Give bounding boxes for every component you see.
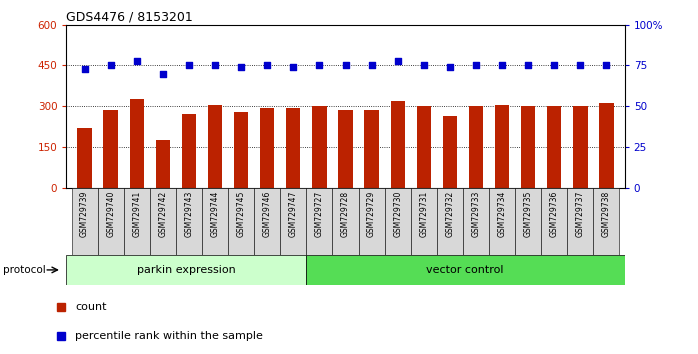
Point [184, 63, 195, 68]
Point [549, 63, 560, 68]
Bar [547, 106, 561, 188]
Text: GSM729743: GSM729743 [184, 191, 193, 238]
Point [262, 63, 273, 68]
Point [288, 64, 299, 70]
Bar [489, 188, 515, 255]
Bar [181, 114, 196, 188]
Point [366, 63, 377, 68]
Text: GSM729738: GSM729738 [602, 191, 611, 237]
Bar [176, 188, 202, 255]
Text: GSM729745: GSM729745 [237, 191, 246, 238]
Text: GSM729730: GSM729730 [393, 191, 402, 238]
Point [79, 66, 90, 72]
Bar [202, 188, 228, 255]
Bar [71, 188, 98, 255]
Text: GSM729746: GSM729746 [262, 191, 272, 238]
Bar [306, 188, 332, 255]
Bar [286, 108, 301, 188]
Point [574, 63, 586, 68]
Point [445, 64, 456, 70]
Text: GSM729744: GSM729744 [211, 191, 220, 238]
Bar [339, 110, 352, 188]
Point [523, 63, 534, 68]
Text: GSM729737: GSM729737 [576, 191, 585, 238]
Bar [208, 105, 222, 188]
Point [470, 63, 482, 68]
Point [601, 63, 612, 68]
Point [157, 71, 168, 76]
Text: GSM729741: GSM729741 [132, 191, 141, 237]
Point [418, 63, 429, 68]
Bar [312, 106, 327, 188]
Point [392, 58, 403, 63]
Text: GSM729728: GSM729728 [341, 191, 350, 237]
Text: vector control: vector control [426, 265, 504, 275]
Bar [437, 188, 463, 255]
Text: GSM729742: GSM729742 [158, 191, 168, 237]
Text: percentile rank within the sample: percentile rank within the sample [75, 331, 263, 341]
Text: GSM729736: GSM729736 [550, 191, 559, 238]
Bar [443, 116, 457, 188]
Point [105, 63, 117, 68]
Bar [521, 106, 535, 188]
Text: GSM729735: GSM729735 [524, 191, 533, 238]
Text: GSM729732: GSM729732 [445, 191, 454, 237]
Point [235, 64, 246, 70]
Bar [359, 188, 385, 255]
Text: count: count [75, 302, 107, 312]
Bar [541, 188, 567, 255]
Text: GSM729740: GSM729740 [106, 191, 115, 238]
Bar [281, 188, 306, 255]
Text: parkin expression: parkin expression [137, 265, 235, 275]
Bar [390, 101, 405, 188]
Text: GSM729731: GSM729731 [419, 191, 429, 237]
Text: GSM729733: GSM729733 [471, 191, 480, 238]
Text: GSM729727: GSM729727 [315, 191, 324, 237]
Bar [306, 255, 625, 285]
Bar [234, 112, 248, 188]
Bar [567, 188, 593, 255]
Bar [332, 188, 359, 255]
Bar [77, 128, 91, 188]
Bar [573, 106, 588, 188]
Point [314, 63, 325, 68]
Text: protocol: protocol [3, 265, 46, 275]
Bar [254, 188, 281, 255]
Bar [385, 188, 410, 255]
Bar [463, 188, 489, 255]
Text: GDS4476 / 8153201: GDS4476 / 8153201 [66, 11, 193, 24]
Bar [260, 108, 274, 188]
Text: GSM729734: GSM729734 [498, 191, 507, 238]
Bar [600, 103, 614, 188]
Bar [103, 110, 118, 188]
Bar [150, 188, 176, 255]
Point [340, 63, 351, 68]
Bar [495, 105, 510, 188]
Point [209, 63, 221, 68]
Bar [156, 140, 170, 188]
Bar [228, 188, 254, 255]
Bar [469, 106, 483, 188]
Text: GSM729729: GSM729729 [367, 191, 376, 237]
Text: GSM729739: GSM729739 [80, 191, 89, 238]
Bar [66, 255, 306, 285]
Bar [130, 99, 144, 188]
Bar [124, 188, 150, 255]
Bar [410, 188, 437, 255]
Point [131, 58, 142, 63]
Bar [515, 188, 541, 255]
Bar [98, 188, 124, 255]
Bar [417, 106, 431, 188]
Bar [364, 110, 379, 188]
Text: GSM729747: GSM729747 [289, 191, 298, 238]
Point [496, 63, 507, 68]
Bar [593, 188, 620, 255]
